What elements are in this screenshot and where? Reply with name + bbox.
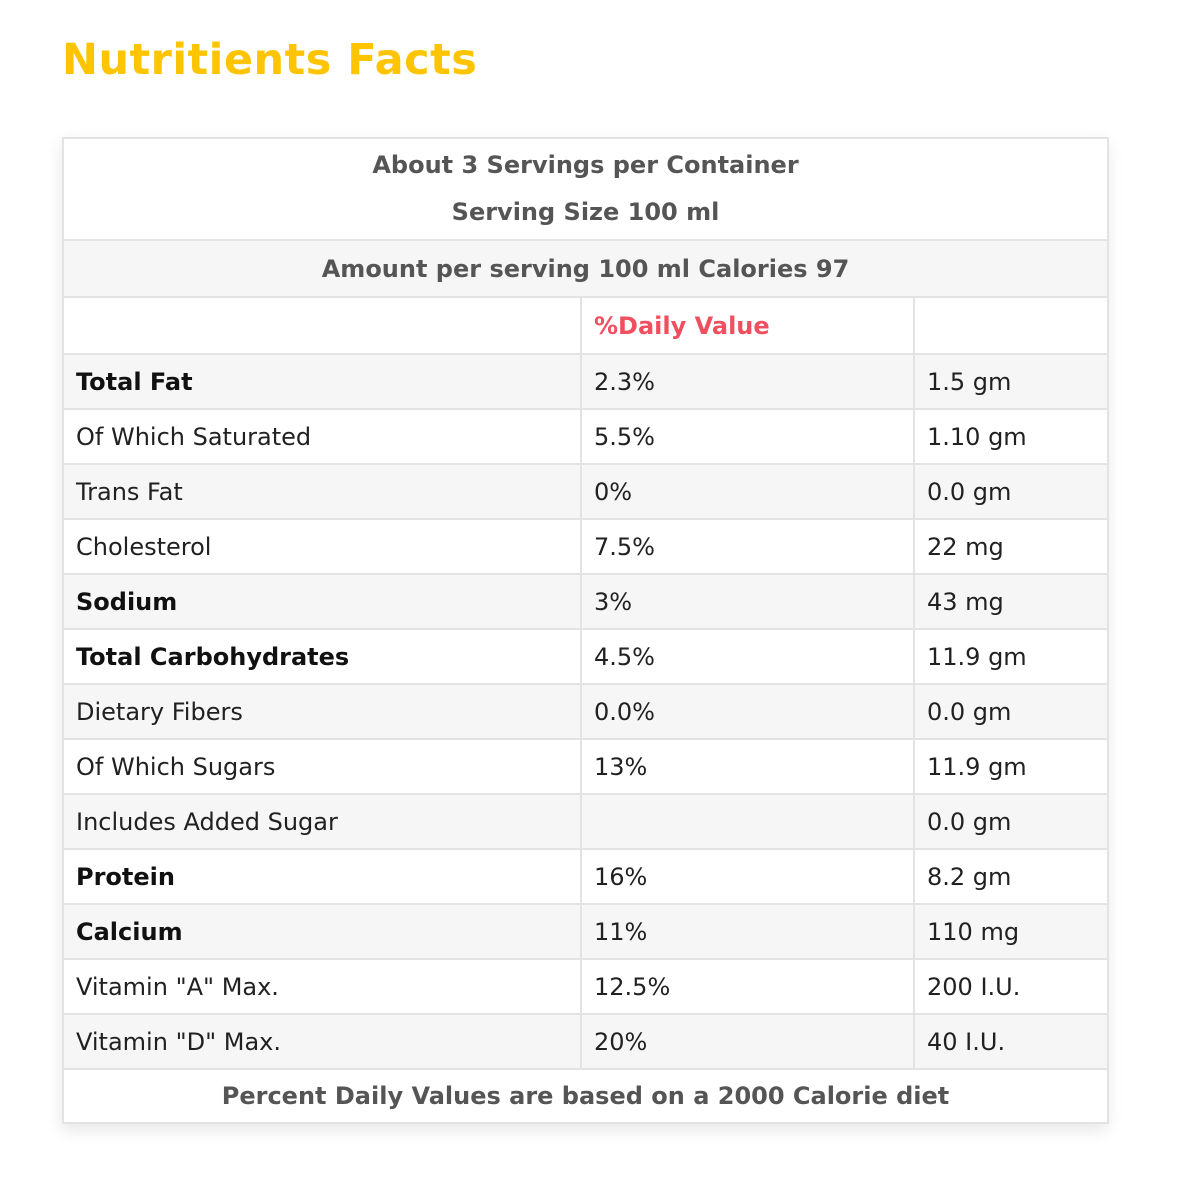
nutrient-row: Protein 16% 8.2 gm [62,848,1110,905]
nutrient-row: Of Which Saturated 5.5% 1.10 gm [62,408,1110,465]
nutrient-row: Of Which Sugars 13% 11.9 gm [62,738,1110,795]
page-title: Nutritients Facts [62,35,478,85]
nutrient-row: Calcium 11% 110 mg [62,903,1110,960]
nutrient-row: Vitamin "D" Max. 20% 40 I.U. [62,1013,1110,1070]
nutrient-amount: 1.10 gm [912,408,1110,465]
nutrient-name: Cholesterol [62,518,582,575]
nutrient-daily-value: 4.5% [580,628,915,685]
nutrient-name: Total Carbohydrates [62,628,582,685]
nutrient-amount: 1.5 gm [912,353,1110,410]
nutrient-amount: 8.2 gm [912,848,1110,905]
nutrient-daily-value: 13% [580,738,915,795]
nutrient-daily-value: 20% [580,1013,915,1070]
header-name-cell [62,296,582,355]
nutrient-daily-value [580,793,915,850]
nutrient-amount: 0.0 gm [912,463,1110,520]
nutrient-name: Sodium [62,573,582,630]
nutrient-amount: 110 mg [912,903,1110,960]
nutrient-daily-value: 3% [580,573,915,630]
footer-row: Percent Daily Values are based on a 2000… [61,1068,1110,1124]
nutrient-row: Cholesterol 7.5% 22 mg [62,518,1110,575]
nutrient-daily-value: 0% [580,463,915,520]
nutrient-name: Of Which Saturated [62,408,582,465]
nutrition-facts-table: About 3 Servings per Container Serving S… [61,137,1110,1124]
nutrient-amount: 22 mg [912,518,1110,575]
nutrient-row: Trans Fat 0% 0.0 gm [62,463,1110,520]
nutrient-name: Calcium [62,903,582,960]
nutrient-daily-value: 16% [580,848,915,905]
nutrient-row: Total Fat 2.3% 1.5 gm [62,353,1110,410]
nutrient-name: Vitamin "A" Max. [62,958,582,1015]
servings-header-row: About 3 Servings per Container Serving S… [61,137,1110,241]
nutrient-daily-value: 7.5% [580,518,915,575]
nutrient-amount: 0.0 gm [912,683,1110,740]
servings-header-cell: About 3 Servings per Container Serving S… [61,137,1110,241]
nutrient-daily-value: 12.5% [580,958,915,1015]
serving-size: Serving Size 100 ml [451,198,720,226]
nutrient-row: Vitamin "A" Max. 12.5% 200 I.U. [62,958,1110,1015]
nutrient-amount: 200 I.U. [912,958,1110,1015]
calories-text: Amount per serving 100 ml Calories 97 [61,239,1110,298]
nutrient-name: Total Fat [62,353,582,410]
nutrient-daily-value: 11% [580,903,915,960]
nutrient-amount: 11.9 gm [912,738,1110,795]
nutrient-name: Vitamin "D" Max. [62,1013,582,1070]
nutrient-name: Of Which Sugars [62,738,582,795]
nutrient-row: Total Carbohydrates 4.5% 11.9 gm [62,628,1110,685]
footer-note: Percent Daily Values are based on a 2000… [61,1068,1110,1124]
nutrient-row: Includes Added Sugar 0.0 gm [62,793,1110,850]
nutrient-row: Sodium 3% 43 mg [62,573,1110,630]
nutrient-daily-value: 2.3% [580,353,915,410]
nutrient-amount: 0.0 gm [912,793,1110,850]
calories-header-row: Amount per serving 100 ml Calories 97 [61,239,1110,298]
nutrient-name: Trans Fat [62,463,582,520]
nutrient-row: Dietary Fibers 0.0% 0.0 gm [62,683,1110,740]
nutrient-name: Dietary Fibers [62,683,582,740]
nutrient-daily-value: 5.5% [580,408,915,465]
servings-per-container: About 3 Servings per Container [372,151,799,179]
daily-value-header-row: %Daily Value [62,296,1110,355]
nutrient-amount: 40 I.U. [912,1013,1110,1070]
daily-value-label: %Daily Value [580,296,915,355]
header-amount-cell [912,296,1110,355]
nutrient-name: Protein [62,848,582,905]
nutrient-amount: 43 mg [912,573,1110,630]
nutrient-amount: 11.9 gm [912,628,1110,685]
nutrient-name: Includes Added Sugar [62,793,582,850]
nutrition-facts-card: About 3 Servings per Container Serving S… [61,137,1110,1124]
nutrient-daily-value: 0.0% [580,683,915,740]
